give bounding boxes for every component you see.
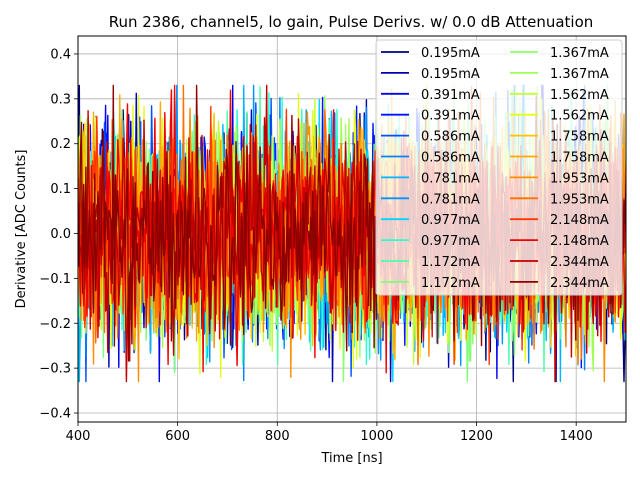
legend-label: 2.344mA — [550, 276, 609, 291]
y-axis-label: Derivative [ADC Counts] — [14, 150, 29, 309]
legend-label: 0.391mA — [421, 88, 480, 103]
legend-label: 1.758mA — [550, 130, 609, 145]
legend-label: 0.586mA — [421, 130, 480, 145]
y-tick-label: 0.3 — [50, 92, 71, 107]
y-tick-label: −0.1 — [39, 272, 71, 287]
y-tick-label: 0.0 — [50, 227, 71, 242]
x-tick-label: 400 — [66, 429, 91, 444]
y-tick-label: −0.3 — [39, 362, 71, 377]
legend-label: 1.758mA — [550, 151, 609, 166]
x-tick-label: 1200 — [460, 429, 493, 444]
legend-label: 0.195mA — [421, 46, 480, 61]
y-tick-label: 0.1 — [50, 182, 71, 197]
legend-label: 0.391mA — [421, 109, 480, 124]
x-tick-label: 1000 — [360, 429, 393, 444]
plot-frame — [77, 35, 627, 423]
legend-label: 1.367mA — [550, 67, 609, 82]
y-tick-label: 0.4 — [50, 47, 71, 62]
legend-label: 1.562mA — [550, 109, 609, 124]
legend-label: 0.977mA — [421, 213, 480, 228]
legend-label: 0.195mA — [421, 67, 480, 82]
x-tick-label: 800 — [265, 429, 290, 444]
legend-label: 2.344mA — [550, 255, 609, 270]
legend-label: 0.586mA — [421, 151, 480, 166]
y-axis: −0.4 −0.3 −0.2 −0.1 0.0 0.1 0.2 0.3 0.4 — [39, 47, 78, 422]
legend-label: 2.148mA — [550, 234, 609, 249]
y-tick-label: 0.2 — [50, 137, 71, 152]
legend-label: 1.953mA — [550, 171, 609, 186]
legend-box — [375, 39, 623, 296]
x-tick-label: 1400 — [560, 429, 593, 444]
x-axis-label: Time [ns] — [320, 451, 382, 466]
y-tick-label: −0.2 — [39, 317, 71, 332]
legend-label: 0.781mA — [421, 192, 480, 207]
legend: 0.195mA 0.195mA 0.391mA 0.391mA 0.586mA 0.586… — [375, 39, 623, 296]
legend-label: 1.953mA — [550, 192, 609, 207]
legend-label: 1.172mA — [421, 255, 480, 270]
y-tick-label: −0.4 — [39, 407, 71, 422]
legend-label: 1.172mA — [421, 276, 480, 291]
x-tick-label: 600 — [165, 429, 190, 444]
legend-label: 2.148mA — [550, 213, 609, 228]
legend-label: 0.781mA — [421, 171, 480, 186]
legend-label: 1.562mA — [550, 88, 609, 103]
x-axis: 400 600 800 1000 1200 1400 — [66, 422, 593, 444]
chart-title: Run 2386, channel5, lo gain, Pulse Deriv… — [109, 13, 594, 31]
legend-label: 1.367mA — [550, 46, 609, 61]
legend-label: 0.977mA — [421, 234, 480, 249]
